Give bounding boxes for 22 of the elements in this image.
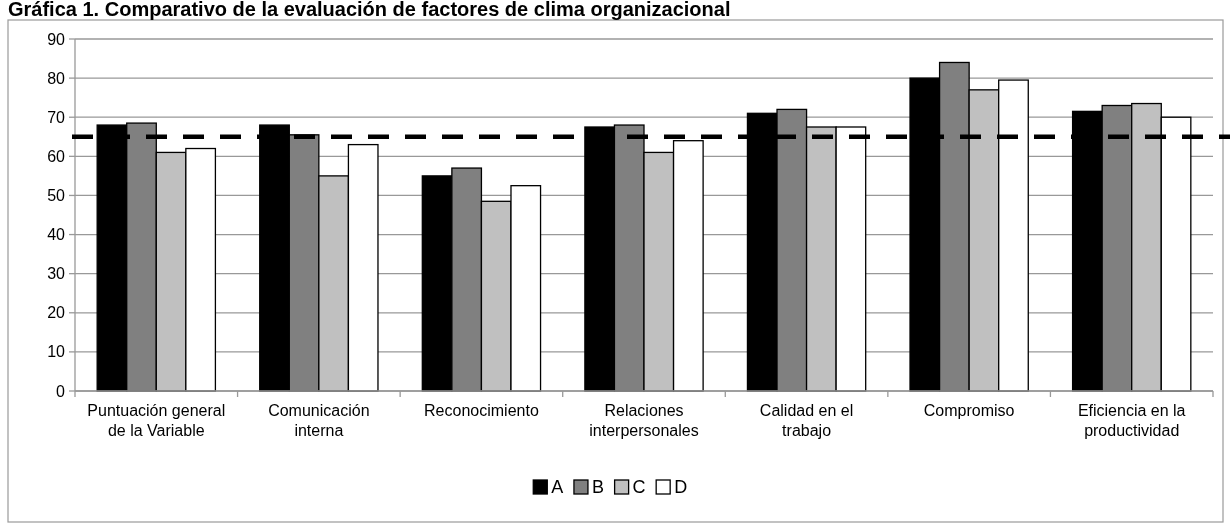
y-tick-label: 10 [47, 343, 66, 361]
y-tick-label: 90 [47, 30, 66, 48]
x-tick-label: Eficiencia en la productividad [1077, 402, 1186, 439]
x-tick-label: Calidad en el trabajo [759, 402, 854, 439]
y-tick-label: 70 [47, 108, 66, 126]
x-tick-label: Reconocimiento [424, 402, 539, 419]
legend-label: A [551, 477, 564, 498]
x-tick-label: Comunicación interna [268, 402, 370, 439]
x-tick-label: Puntuación general de la Variable [87, 402, 226, 439]
legend-label: B [591, 477, 604, 498]
y-tick-label: 0 [56, 382, 66, 400]
y-tick-label: 40 [47, 226, 66, 244]
y-tick-label: 30 [47, 265, 66, 283]
chart-title: Gráfica 1. Comparativo de la evaluación de factores de clima organizacional [8, 0, 731, 20]
y-tick-label: 50 [47, 187, 66, 205]
legend-label: D [674, 477, 688, 498]
y-tick-label: 80 [47, 69, 66, 87]
x-tick-label: Compromiso [923, 402, 1015, 419]
y-tick-label: 20 [47, 304, 66, 322]
legend-label: C [632, 477, 646, 498]
y-tick-label: 60 [47, 147, 66, 165]
x-tick-label: Relaciones interpersonales [589, 402, 699, 439]
